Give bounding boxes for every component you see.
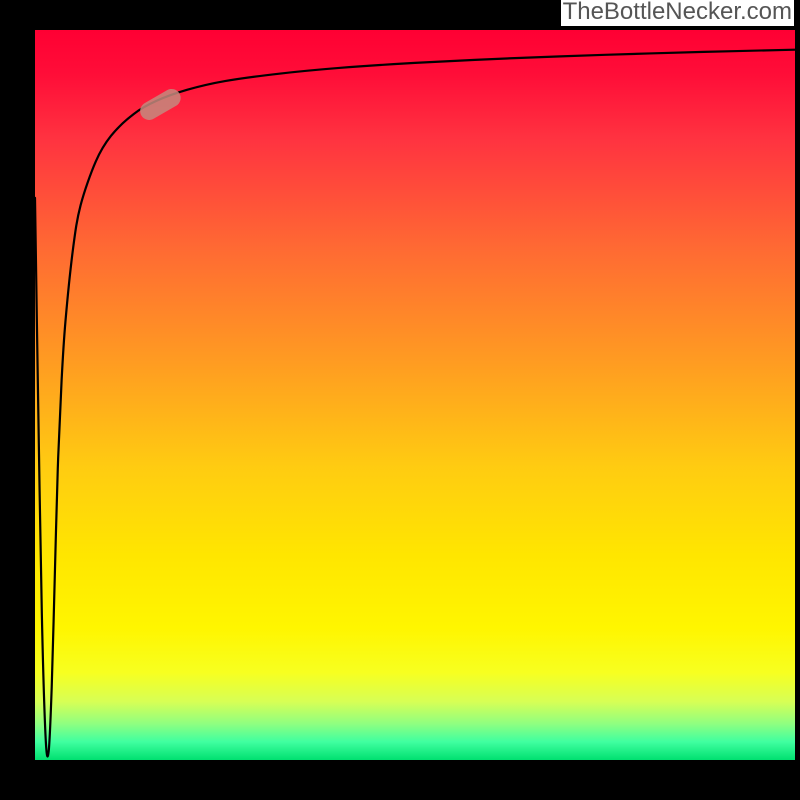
attribution-label: TheBottleNecker.com <box>561 0 794 26</box>
chart-svg <box>0 0 800 800</box>
plot-gradient-background <box>35 30 795 760</box>
chart-stage: TheBottleNecker.com <box>0 0 800 800</box>
